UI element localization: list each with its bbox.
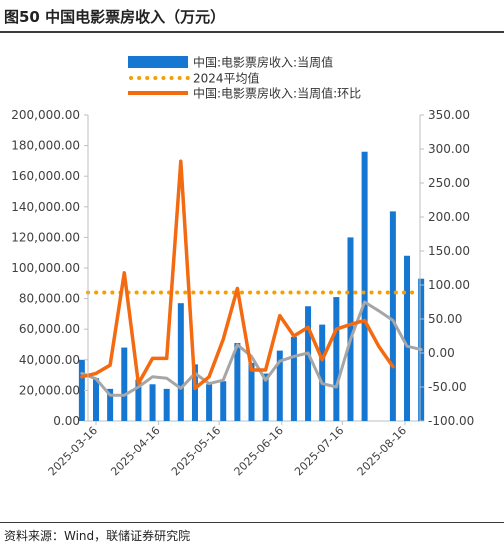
x-axis-tick-label: 2025-06-16: [232, 424, 286, 478]
source-rule: [0, 522, 504, 523]
right-axis-tick-label: -50.00: [428, 380, 467, 394]
bar: [347, 237, 354, 421]
bar: [234, 342, 241, 421]
bar: [78, 359, 85, 421]
left-axis-tick-label: 0.00: [53, 414, 80, 428]
figure-title: 图50 中国电影票房收入（万元）: [4, 8, 226, 26]
bar: [361, 151, 368, 421]
right-axis-tick-label: 50.00: [428, 312, 462, 326]
right-axis-tick-label: 200.00: [428, 210, 470, 224]
bar: [262, 373, 269, 421]
x-axis-tick-label: 2025-07-16: [292, 424, 346, 478]
left-axis-tick-label: 120,000.00: [11, 230, 80, 244]
bar: [276, 350, 283, 421]
grey-line-series: [80, 300, 423, 397]
bar: [290, 336, 297, 421]
left-axis: 0.00 20,000.00 40,000.00 60,000.00 80,000.00…: [11, 108, 89, 428]
bar: [121, 347, 128, 421]
left-axis-tick-label: 20,000.00: [19, 383, 80, 397]
right-axis-tick-label: -100.00: [428, 414, 474, 428]
bar: [248, 362, 255, 421]
mom-line-series: [80, 159, 395, 391]
bar: [333, 297, 340, 421]
legend-swatch-bar: [128, 56, 188, 68]
bar: [135, 379, 142, 421]
bar: [389, 211, 396, 421]
left-axis-tick-label: 180,000.00: [11, 139, 80, 153]
left-axis-tick-label: 40,000.00: [19, 353, 80, 367]
right-axis: -100.00 -50.00 0.00 50.00 100.00 150.00 200.00…: [419, 108, 474, 428]
right-axis-tick-label: 250.00: [428, 176, 470, 190]
x-axis-tick-label: 2025-05-16: [169, 424, 223, 478]
right-axis-tick-label: 300.00: [428, 142, 470, 156]
bar: [107, 388, 114, 421]
title-rule: [0, 31, 504, 33]
right-axis-tick-label: 150.00: [428, 244, 470, 258]
bar: [404, 255, 411, 421]
left-axis-tick-label: 160,000.00: [11, 169, 80, 183]
bar: [93, 378, 99, 421]
left-axis-tick-label: 80,000.00: [19, 292, 80, 306]
legend-label: 中国:电影票房收入:当周值:环比: [193, 86, 361, 101]
left-axis-tick-label: 100,000.00: [11, 261, 80, 275]
legend-label: 2024平均值: [193, 71, 260, 86]
x-axis-tick-label: 2025-04-16: [108, 424, 162, 478]
x-axis: 2025-03-16 2025-04-16 2025-05-16 2025-06-16…: [46, 421, 409, 478]
bar: [319, 324, 326, 421]
bar: [191, 364, 198, 421]
x-axis-tick-label: 2025-08-16: [355, 424, 409, 478]
x-axis-tick-label: 2025-03-16: [46, 424, 100, 478]
right-axis-tick-label: 100.00: [428, 278, 470, 292]
mom-line: [80, 159, 395, 391]
bar-series: [78, 151, 425, 421]
right-axis-tick-label: 350.00: [428, 108, 470, 122]
left-axis-tick-label: 60,000.00: [19, 322, 80, 336]
bar: [206, 384, 213, 421]
legend-label: 中国:电影票房收入:当周值: [193, 55, 333, 70]
bar: [163, 388, 170, 421]
bar: [177, 303, 184, 421]
left-axis-tick-label: 140,000.00: [11, 200, 80, 214]
bar: [149, 384, 156, 421]
right-axis-tick-label: 0.00: [428, 346, 455, 360]
left-axis-tick-label: 200,000.00: [11, 108, 80, 122]
bar: [305, 306, 312, 421]
bar: [220, 381, 227, 421]
grey-line: [80, 300, 423, 397]
source-note: 资料来源：Wind，联储证券研究院: [4, 529, 191, 543]
